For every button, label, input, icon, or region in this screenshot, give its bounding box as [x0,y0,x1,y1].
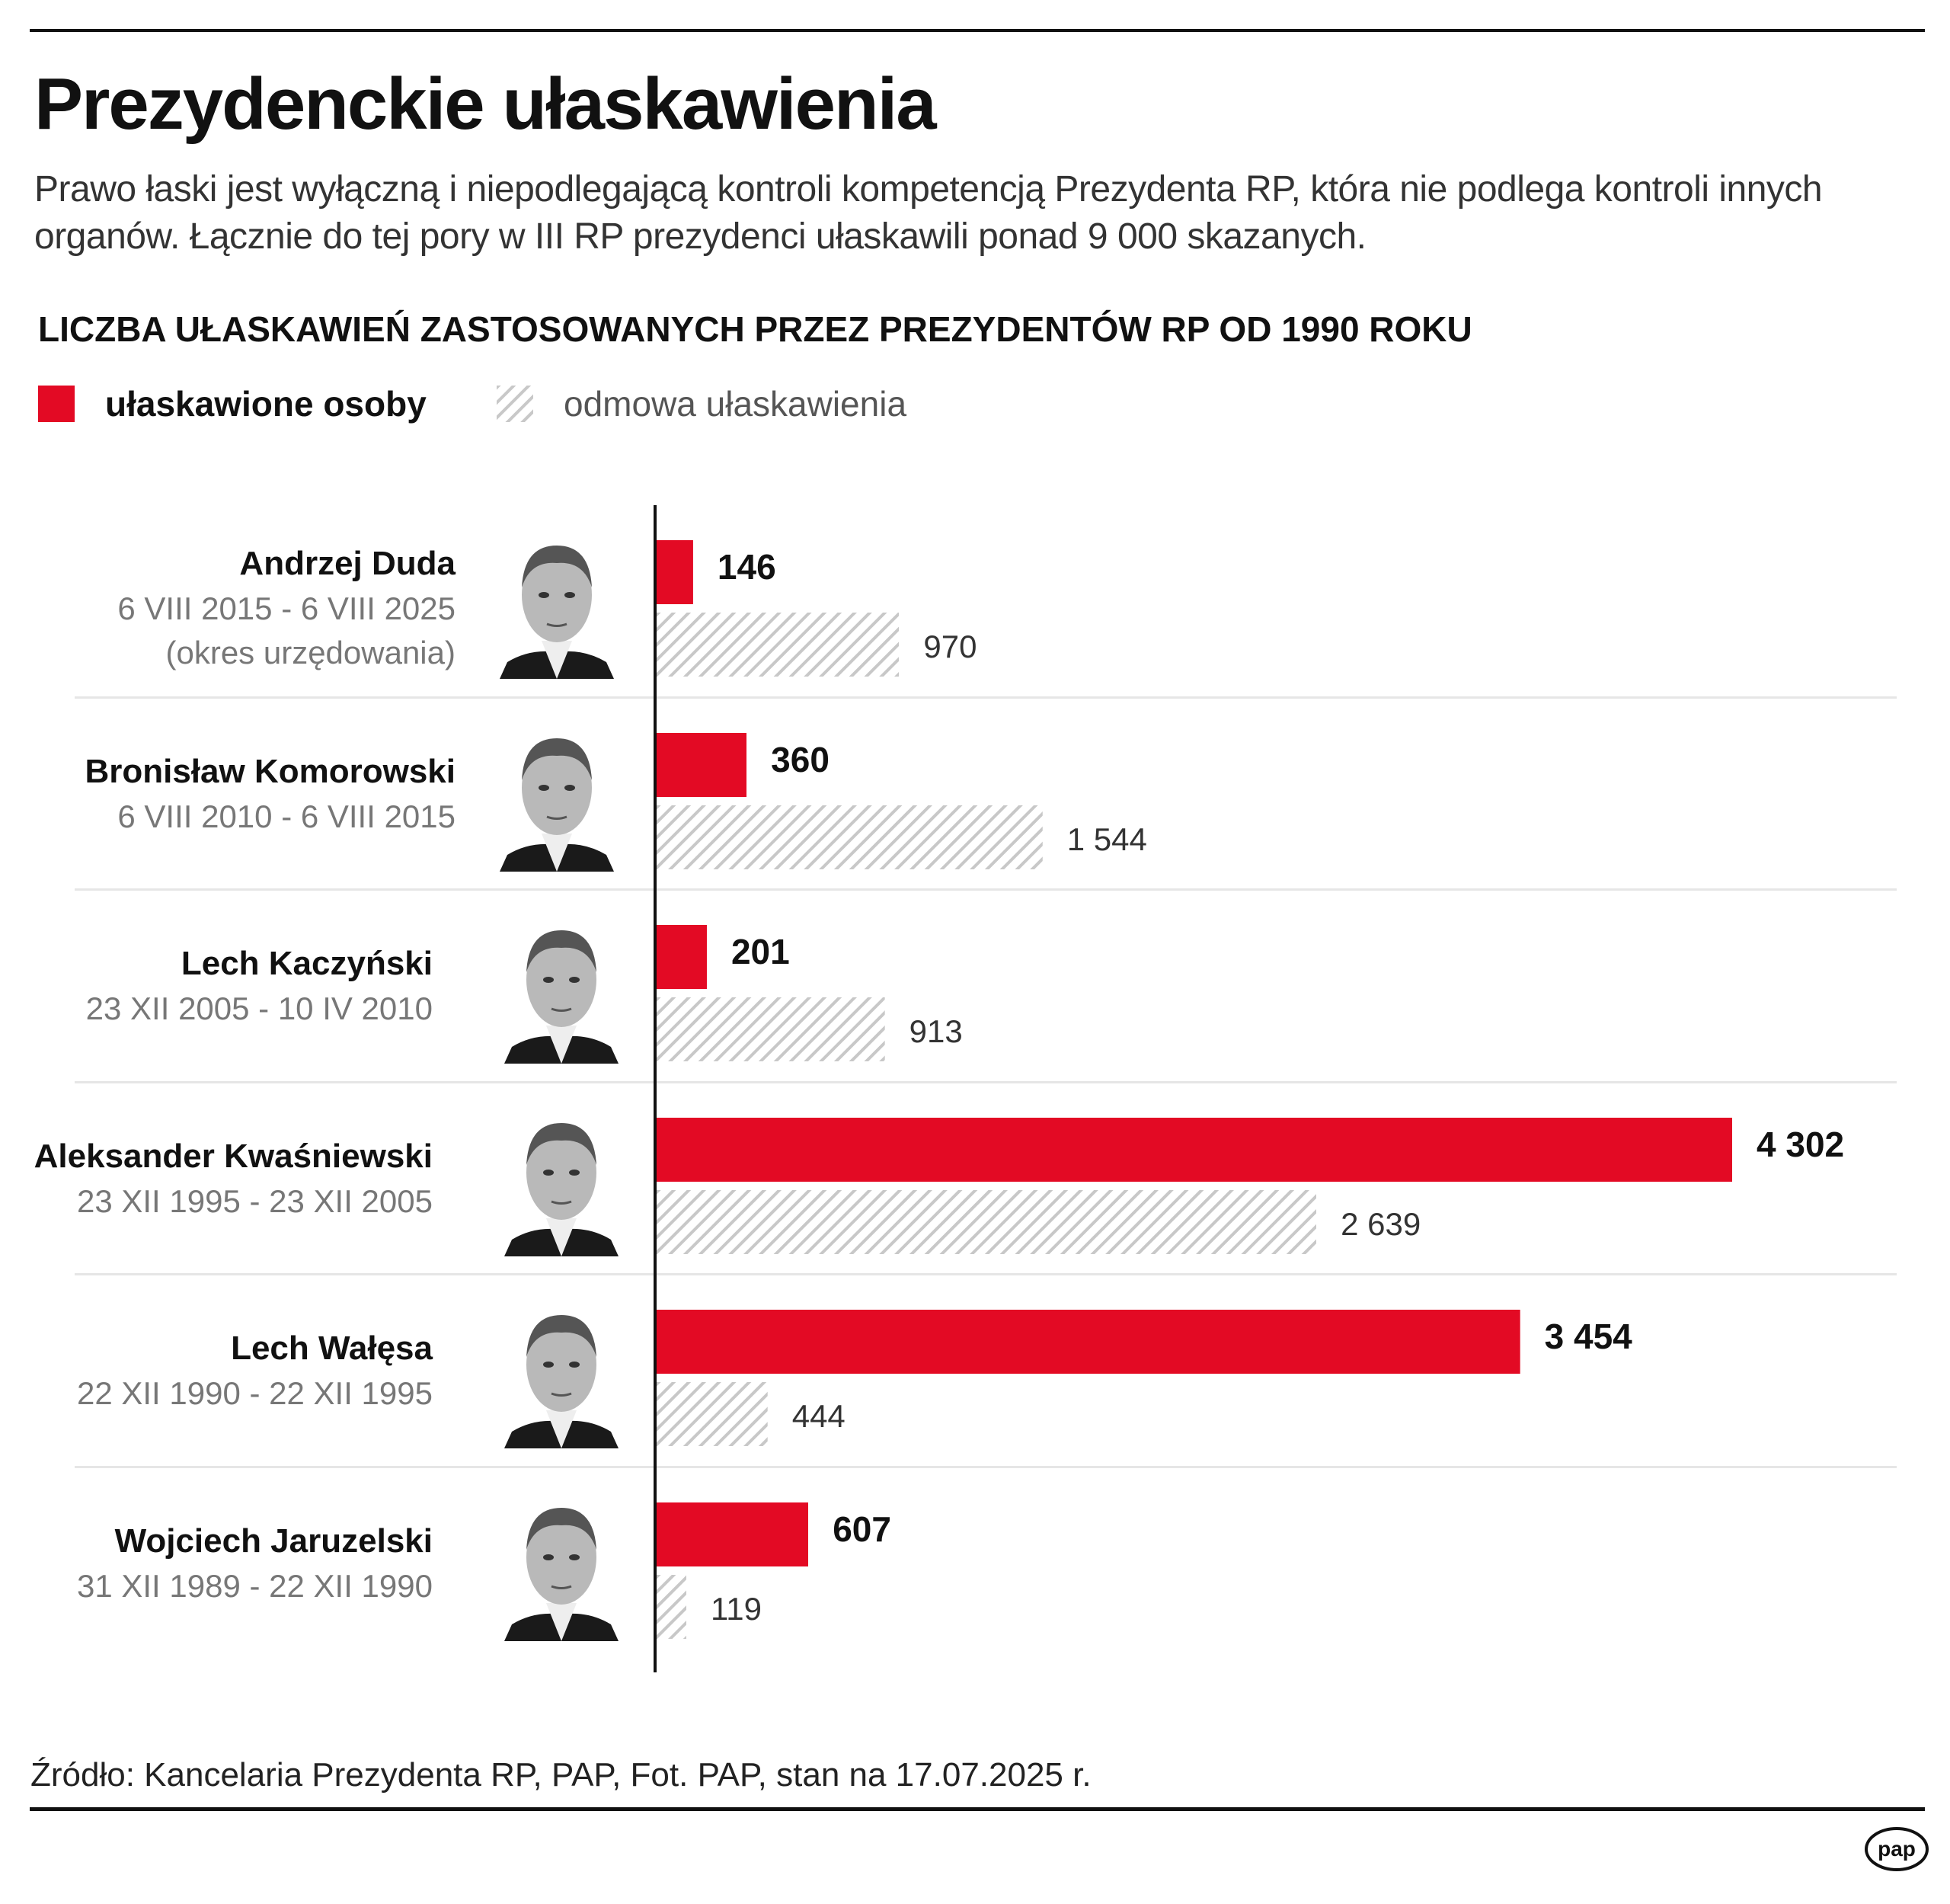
value-label-refused: 913 [909,1013,963,1049]
bar-pardoned [657,540,693,604]
term-dates: 6 VIII 2010 - 6 VIII 2015 [117,798,456,834]
pap-logo: pap [1865,1827,1929,1871]
value-label-refused: 119 [711,1590,762,1627]
value-label-pardoned: 3 454 [1544,1317,1632,1356]
portrait-photo [500,738,614,872]
legend-label: odmowa ułaskawienia [564,384,907,424]
term-dates: 23 XII 1995 - 23 XII 2005 [76,1182,433,1219]
legend-swatch-red [38,386,75,422]
bottom-rule [30,1807,1925,1811]
bar-refused [657,805,1043,869]
president-label: Lech Kaczyński 23 XII 2005 - 10 IV 2010 [86,941,433,1031]
value-label-pardoned: 607 [833,1509,891,1549]
row-separator [75,888,1897,891]
bar-refused [657,1574,687,1639]
legend-item-pardoned: ułaskawione osoby [38,383,427,424]
legend-swatch-hatch [497,386,533,422]
bar-pardoned [657,1310,1520,1374]
legend-label: ułaskawione osoby [105,384,427,424]
president-name: Lech Wałęsa [231,1330,433,1367]
president-name: Lech Kaczyński [181,945,433,982]
subtitle: Prawo łaski jest wyłączną i niepodlegają… [34,169,1823,257]
value-label-refused: 1 544 [1066,821,1147,857]
row-separator [75,1080,1897,1083]
y-axis-line [654,505,657,1672]
value-label-pardoned: 4 302 [1757,1124,1845,1164]
president-label: Lech Wałęsa 22 XII 1990 - 22 XII 1995 [77,1326,433,1416]
president-label: Bronisław Komorowski 6 VIII 2010 - 6 VIII… [85,749,456,839]
value-label-pardoned: 146 [717,547,776,587]
president-name: Aleksander Kwaśniewski [34,1137,433,1175]
bar-refused [657,1189,1317,1254]
portrait-photo [504,1122,619,1256]
term-dates: 31 XII 1989 - 22 XII 1990 [76,1567,433,1604]
portrait-photo [504,930,619,1064]
value-label-pardoned: 201 [730,932,790,971]
svg-text:pap: pap [1878,1837,1916,1861]
term-dates: 22 XII 1990 - 22 XII 1995 [76,1375,433,1411]
president-label: Andrzej Duda 6 VIII 2015 - 6 VIII 2025 (ok… [117,541,456,675]
source-note: Źródło: Kancelaria Prezydenta RP, PAP, F… [30,1756,1092,1794]
president-label: Wojciech Jaruzelski 31 XII 1989 - 22 XII … [77,1518,433,1608]
bar-pardoned [657,1117,1732,1182]
president-name: Andrzej Duda [239,545,456,582]
bar-refused [657,1382,768,1446]
bar-pardoned [657,925,707,989]
row-separator [75,1273,1897,1275]
bar-pardoned [657,1502,809,1566]
portrait-photo [504,1315,619,1448]
top-rule [30,29,1925,32]
term-dates: 6 VIII 2015 - 6 VIII 2025 [117,590,456,626]
chart-heading: LICZBA UŁASKAWIEŃ ZASTOSOWANYCH PRZEZ PR… [38,309,1472,349]
legend-item-refused: odmowa ułaskawienia [497,383,906,424]
term-dates: 23 XII 2005 - 10 IV 2010 [85,990,433,1026]
value-label-pardoned: 360 [771,739,830,779]
bar-refused [657,997,885,1061]
portrait-photo [504,1507,619,1641]
row-separator [75,1465,1897,1468]
president-name: Wojciech Jaruzelski [114,1522,433,1560]
bar-pardoned [657,732,747,797]
portrait-photo [500,546,614,679]
page-title: Prezydenckie ułaskawienia [34,63,937,145]
president-name: Bronisław Komorowski [85,752,456,790]
value-label-refused: 970 [923,629,977,664]
row-separator [75,696,1897,699]
value-label-refused: 444 [791,1398,846,1434]
bar-refused [657,613,900,677]
value-label-refused: 2 639 [1341,1205,1421,1242]
president-label: Aleksander Kwaśniewski 23 XII 1995 - 23 X… [34,1134,433,1224]
term-note: (okres urzędowania) [165,635,456,670]
